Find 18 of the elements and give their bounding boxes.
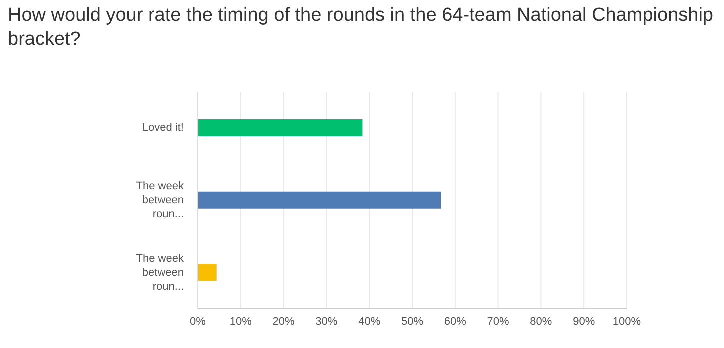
x-tick-label: 50% <box>401 316 424 328</box>
y-tick-label: The week between roun... <box>136 252 184 293</box>
x-tick-label: 80% <box>530 316 552 328</box>
chart-title: How would your rate the timing of the rounds in the 64-team National Championship bracket? <box>8 4 714 52</box>
x-tick-label: 100% <box>612 316 642 328</box>
x-tick-label: 60% <box>444 316 467 328</box>
x-tick-label: 30% <box>316 316 338 328</box>
x-tick-label: 0% <box>190 316 206 328</box>
bar <box>198 119 363 136</box>
y-tick-label: The week between roun... <box>136 180 184 220</box>
x-tick-label: 90% <box>573 316 596 328</box>
x-tick-label: 40% <box>358 316 381 328</box>
bar <box>198 192 442 209</box>
y-tick-label: Loved it! <box>142 122 184 134</box>
x-tick-label: 20% <box>272 316 296 328</box>
x-tick-label: 10% <box>230 316 252 328</box>
x-tick-label: 70% <box>487 316 510 328</box>
bar <box>198 264 217 282</box>
